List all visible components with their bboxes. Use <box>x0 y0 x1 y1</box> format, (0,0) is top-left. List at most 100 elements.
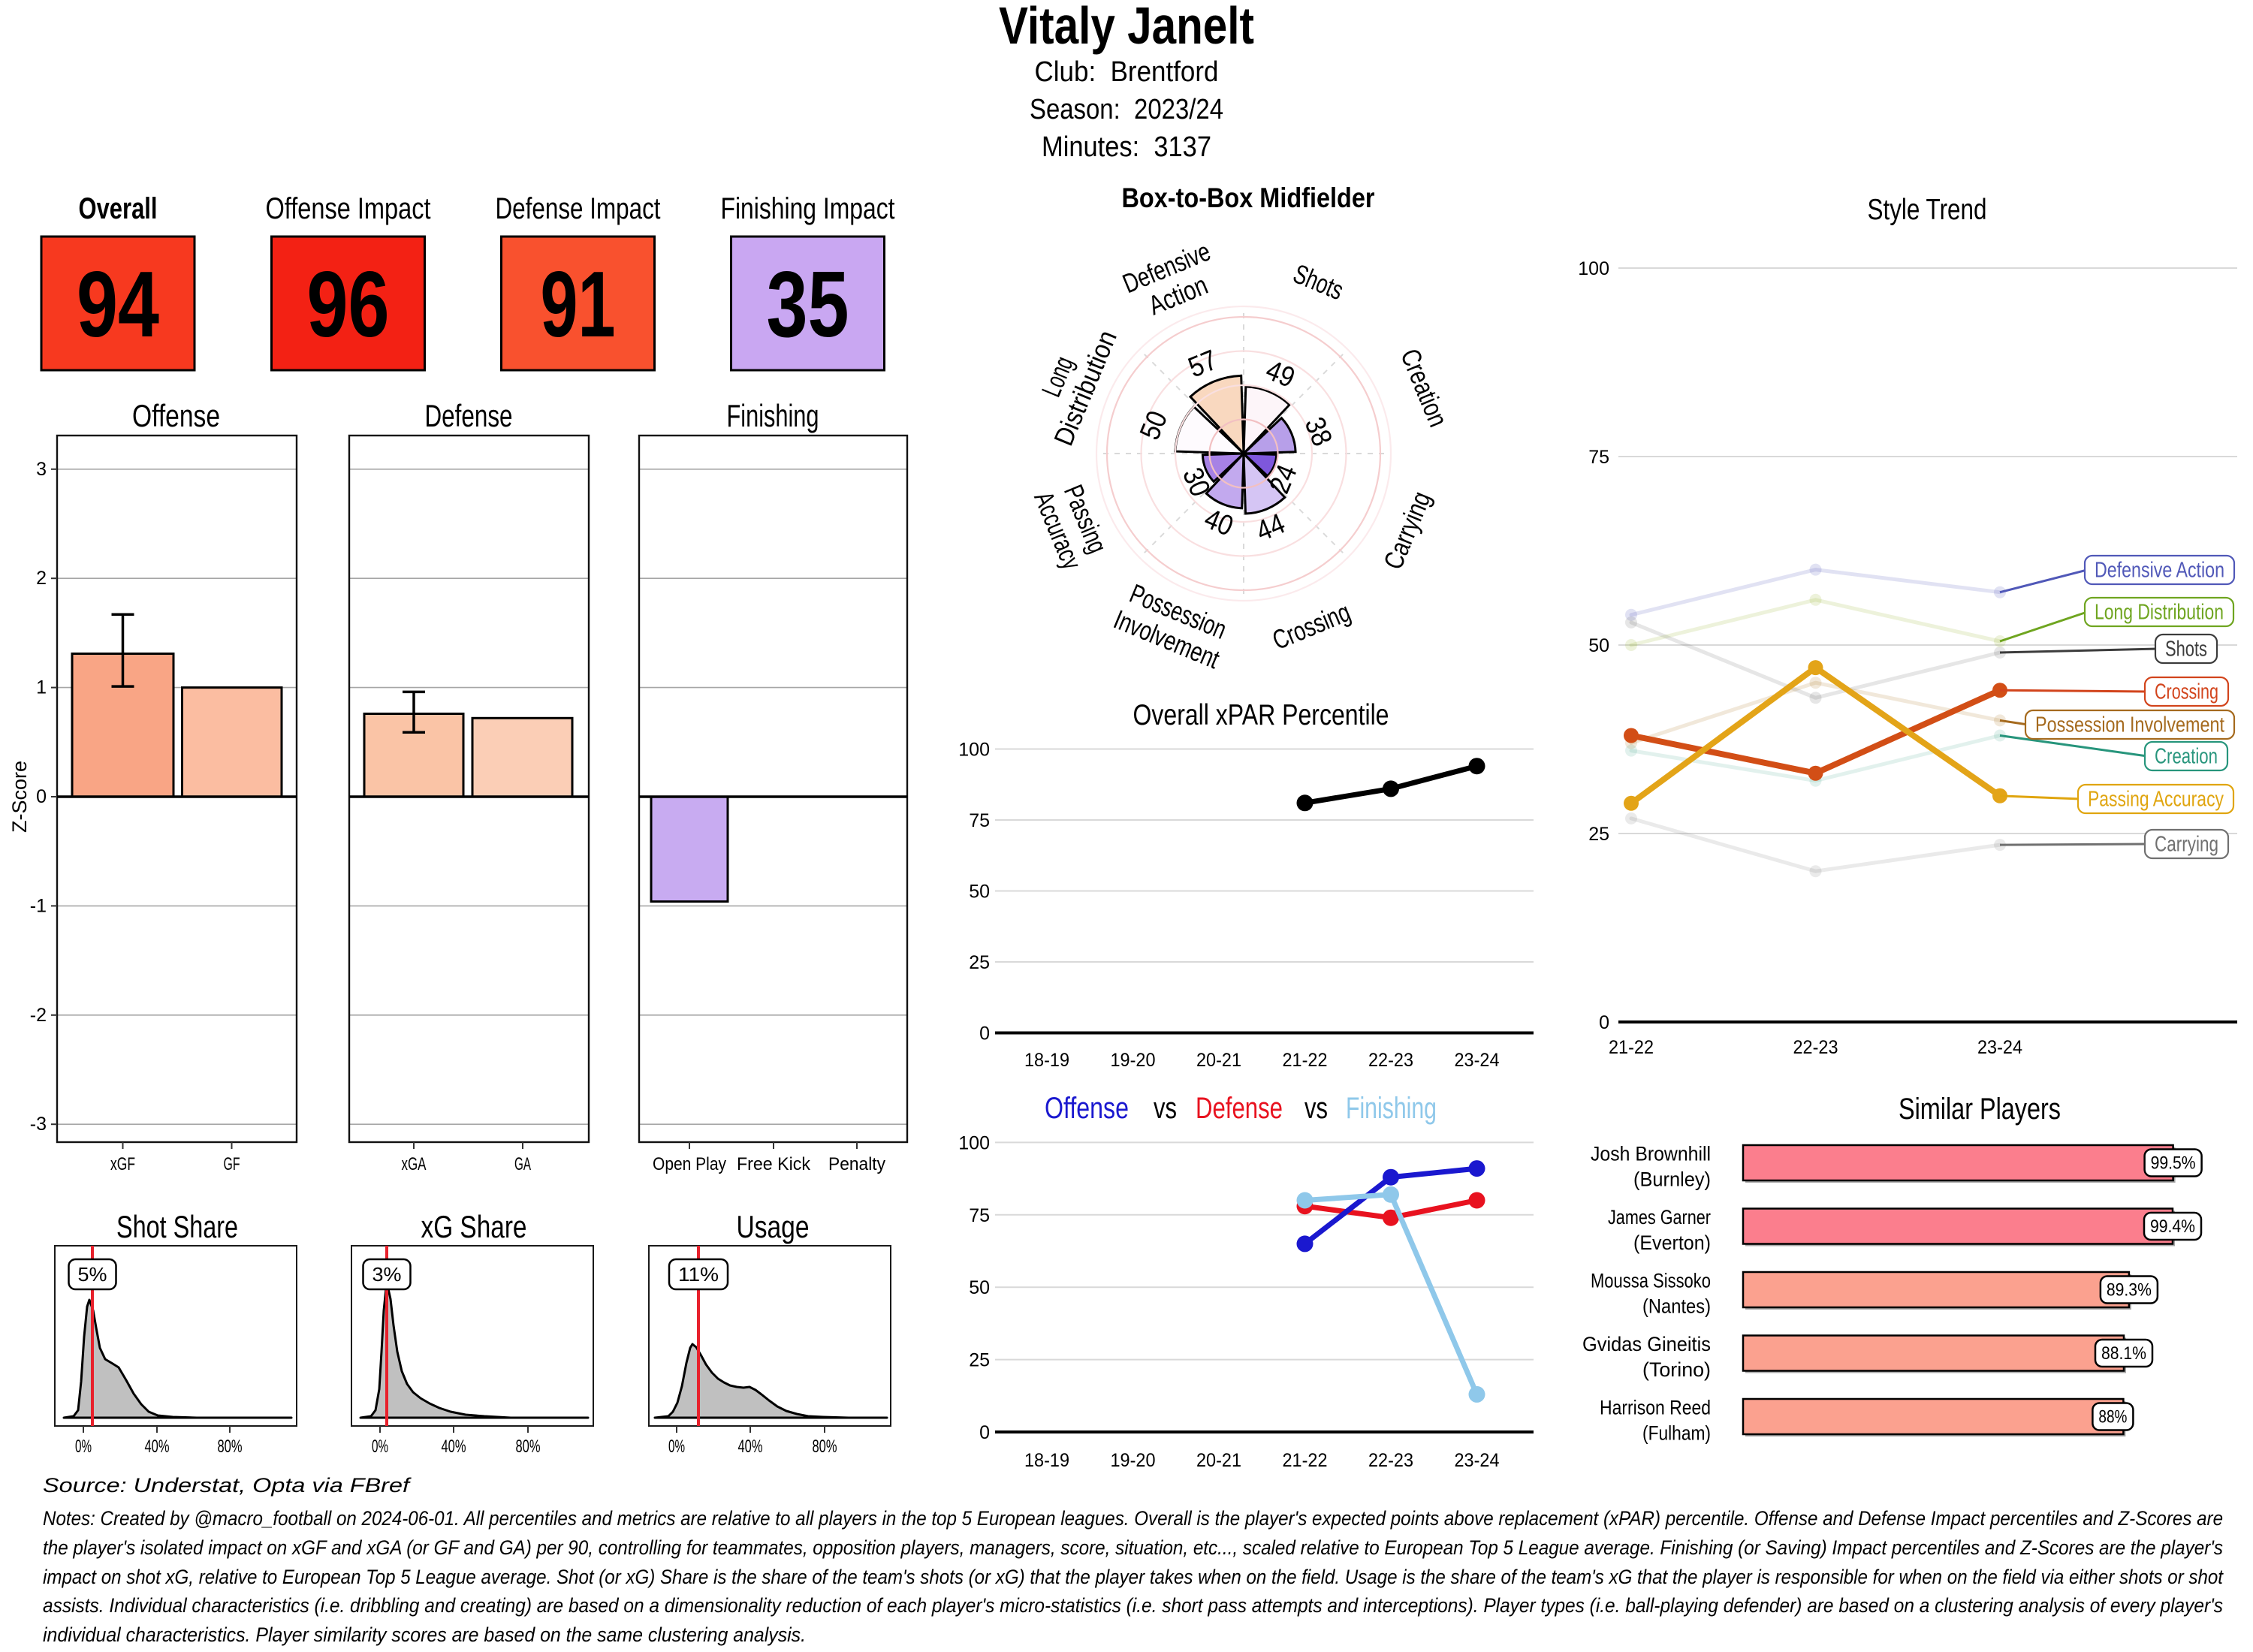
svg-text:Free Kick: Free Kick <box>737 1154 811 1174</box>
svg-text:Finishing Impact: Finishing Impact <box>721 192 895 225</box>
svg-text:Style Trend: Style Trend <box>1868 194 1987 226</box>
svg-text:99.5%: 99.5% <box>2151 1153 2196 1174</box>
svg-text:Harrison Reed: Harrison Reed <box>1600 1397 1711 1419</box>
svg-text:-1: -1 <box>30 895 47 916</box>
svg-text:80%: 80% <box>218 1436 243 1457</box>
svg-text:Finishing: Finishing <box>727 398 819 433</box>
svg-text:Defensive Action: Defensive Action <box>2095 559 2224 583</box>
svg-text:0%: 0% <box>372 1436 388 1457</box>
svg-text:Overall xPAR Percentile: Overall xPAR Percentile <box>1133 699 1389 731</box>
svg-text:Similar Players: Similar Players <box>1899 1093 2061 1126</box>
svg-text:Creation: Creation <box>2155 745 2218 769</box>
svg-text:Carrying: Carrying <box>2155 833 2218 857</box>
svg-text:Season: 2023/24: Season: 2023/24 <box>1030 94 1223 125</box>
svg-text:Crossing: Crossing <box>2155 680 2218 704</box>
svg-text:75: 75 <box>969 810 990 831</box>
svg-text:89.3%: 89.3% <box>2107 1280 2152 1301</box>
svg-text:Overall: Overall <box>79 192 158 225</box>
svg-text:GF: GF <box>224 1154 240 1174</box>
svg-text:3%: 3% <box>372 1263 402 1286</box>
svg-text:100: 100 <box>958 1132 990 1153</box>
svg-text:40%: 40% <box>442 1436 466 1457</box>
svg-text:Shots: Shots <box>2165 638 2207 662</box>
svg-text:100: 100 <box>958 740 990 761</box>
svg-text:-2: -2 <box>30 1005 47 1026</box>
svg-text:Usage: Usage <box>737 1209 810 1244</box>
svg-text:Z-Score: Z-Score <box>8 761 31 833</box>
svg-text:18-19: 18-19 <box>1024 1050 1069 1071</box>
svg-text:Vitaly Janelt: Vitaly Janelt <box>999 0 1254 55</box>
svg-text:Notes: Created by @macro_footb: Notes: Created by @macro_football on 202… <box>43 1507 2223 1530</box>
svg-text:75: 75 <box>1588 447 1609 468</box>
svg-text:0: 0 <box>979 1422 990 1443</box>
svg-text:11%: 11% <box>678 1263 719 1286</box>
svg-text:xGA: xGA <box>402 1154 427 1174</box>
svg-text:Defense: Defense <box>1196 1092 1283 1125</box>
svg-text:25: 25 <box>969 952 990 973</box>
svg-text:21-22: 21-22 <box>1283 1450 1328 1471</box>
svg-text:19-20: 19-20 <box>1111 1450 1156 1471</box>
svg-text:Offense Impact: Offense Impact <box>266 192 431 225</box>
svg-text:18-19: 18-19 <box>1024 1450 1069 1471</box>
svg-text:impact on shot xG, relative to: impact on shot xG, relative to European … <box>43 1566 2224 1588</box>
svg-text:Offense: Offense <box>1045 1092 1129 1125</box>
svg-text:25: 25 <box>969 1350 990 1371</box>
svg-text:0: 0 <box>979 1023 990 1045</box>
svg-text:Club: Brentford: Club: Brentford <box>1035 56 1219 88</box>
svg-text:(Everton): (Everton) <box>1633 1231 1711 1254</box>
svg-text:40%: 40% <box>738 1436 763 1457</box>
svg-text:35: 35 <box>767 253 849 357</box>
svg-text:0: 0 <box>1599 1012 1609 1033</box>
svg-text:vs: vs <box>1154 1092 1177 1125</box>
svg-text:xG Share: xG Share <box>421 1209 527 1244</box>
svg-text:2: 2 <box>36 568 47 589</box>
svg-text:21-22: 21-22 <box>1609 1037 1654 1058</box>
svg-text:-3: -3 <box>30 1114 47 1135</box>
svg-text:91: 91 <box>541 253 616 357</box>
svg-text:0%: 0% <box>75 1436 92 1457</box>
svg-text:Open Play: Open Play <box>653 1154 726 1174</box>
svg-text:Finishing: Finishing <box>1346 1092 1437 1125</box>
svg-text:Passing Accuracy: Passing Accuracy <box>2088 788 2224 812</box>
svg-text:50: 50 <box>969 882 990 903</box>
svg-text:23-24: 23-24 <box>1977 1037 2022 1058</box>
svg-text:Possession Involvement: Possession Involvement <box>2035 713 2224 737</box>
svg-text:Gvidas Gineitis: Gvidas Gineitis <box>1582 1333 1711 1355</box>
svg-text:(Burnley): (Burnley) <box>1633 1168 1711 1191</box>
svg-text:Long Distribution: Long Distribution <box>2095 601 2224 625</box>
svg-text:(Nantes): (Nantes) <box>1642 1295 1711 1318</box>
svg-text:the player's isolated impact o: the player's isolated impact on xGF and … <box>43 1536 2223 1559</box>
svg-text:vs: vs <box>1304 1092 1328 1125</box>
svg-text:21-22: 21-22 <box>1283 1050 1328 1071</box>
svg-text:75: 75 <box>969 1205 990 1226</box>
svg-text:50: 50 <box>1588 635 1609 656</box>
svg-text:22-23: 22-23 <box>1368 1450 1413 1471</box>
svg-text:23-24: 23-24 <box>1455 1450 1500 1471</box>
svg-text:22-23: 22-23 <box>1368 1050 1413 1071</box>
svg-text:22-23: 22-23 <box>1793 1037 1838 1058</box>
svg-text:80%: 80% <box>516 1436 541 1457</box>
svg-text:Shot Share: Shot Share <box>116 1209 238 1244</box>
svg-text:3: 3 <box>36 459 47 480</box>
svg-text:96: 96 <box>307 253 390 357</box>
svg-text:88.1%: 88.1% <box>2101 1343 2146 1364</box>
svg-text:assists. Individual characteri: assists. Individual characteristics (i.e… <box>43 1594 2223 1617</box>
svg-text:100: 100 <box>1578 258 1609 279</box>
svg-text:(Fulham): (Fulham) <box>1642 1422 1711 1445</box>
svg-text:Source: Understat, Opta via FB: Source: Understat, Opta via FBref <box>43 1474 412 1497</box>
svg-text:Penalty: Penalty <box>828 1154 885 1174</box>
svg-text:20-21: 20-21 <box>1196 1450 1241 1471</box>
svg-text:0: 0 <box>36 786 47 807</box>
svg-text:25: 25 <box>1588 824 1609 845</box>
svg-text:Box-to-Box Midfielder: Box-to-Box Midfielder <box>1122 182 1375 213</box>
svg-text:20-21: 20-21 <box>1196 1050 1241 1071</box>
svg-text:Defense: Defense <box>425 398 513 433</box>
svg-text:Offense: Offense <box>132 398 220 433</box>
svg-text:Josh Brownhill: Josh Brownhill <box>1591 1143 1711 1165</box>
svg-text:James Garner: James Garner <box>1608 1206 1711 1228</box>
svg-text:80%: 80% <box>813 1436 837 1457</box>
svg-text:Moussa Sissoko: Moussa Sissoko <box>1591 1270 1711 1292</box>
svg-text:88%: 88% <box>2098 1407 2127 1427</box>
svg-text:1: 1 <box>36 677 47 698</box>
svg-text:Defense Impact: Defense Impact <box>496 192 661 225</box>
